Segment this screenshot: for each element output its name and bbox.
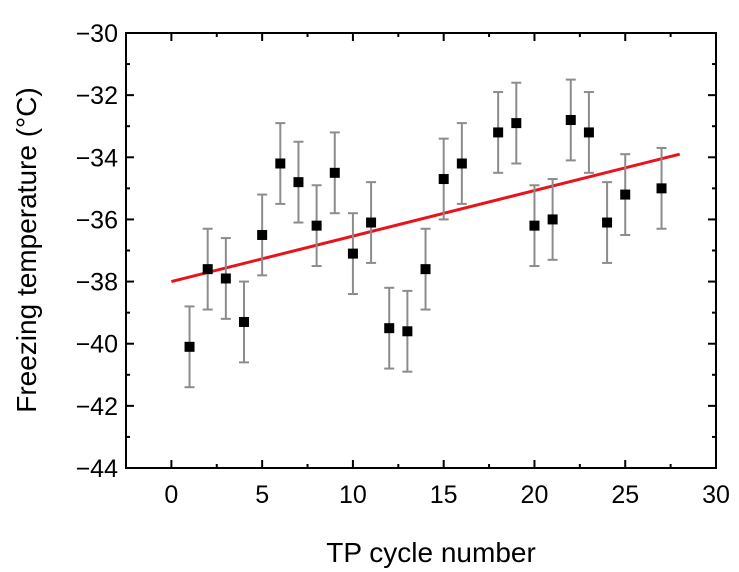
fit-line-layer [171, 152, 681, 284]
y-tick-label: −34 [76, 144, 119, 172]
data-point [529, 220, 540, 231]
data-point [329, 167, 340, 178]
data-point [565, 115, 576, 125]
data-point [311, 220, 322, 231]
data-points-layer [184, 78, 667, 389]
data-point [257, 229, 268, 240]
y-tick-label: −30 [76, 20, 118, 48]
y-tick-label: −36 [76, 206, 118, 234]
data-point [456, 158, 467, 169]
x-axis-title: TP cycle number [326, 537, 536, 568]
plot-frame [125, 32, 717, 469]
y-tick-label: −42 [76, 393, 118, 421]
y-tick-label: −44 [76, 455, 119, 483]
y-tick-label: −38 [76, 269, 118, 297]
data-point [347, 248, 358, 259]
plot-area [125, 32, 717, 469]
data-point [493, 127, 504, 138]
data-point [202, 264, 213, 275]
x-axis: 0 5 10 15 20 25 30 [164, 33, 730, 509]
data-point [402, 326, 413, 337]
data-point [620, 189, 631, 200]
x-tick-label: 0 [164, 481, 178, 509]
data-point [275, 158, 286, 169]
data-point [239, 316, 249, 327]
x-tick-label: 15 [430, 481, 458, 509]
data-point [583, 127, 594, 138]
data-point [438, 174, 449, 185]
y-tick-label: −40 [76, 331, 118, 359]
y-tick-label: −32 [76, 82, 118, 110]
x-tick-label: 10 [339, 481, 367, 509]
x-tick-label: 20 [521, 481, 549, 509]
data-point [602, 217, 613, 228]
data-point [384, 323, 395, 334]
y-axis-title: Freezing temperature (°C) [11, 87, 42, 413]
data-point [656, 183, 667, 194]
y-axis: −44 −42 −40 −38 −36 −34 −32 −30 [76, 20, 716, 483]
data-point [511, 118, 522, 129]
data-point [366, 217, 377, 228]
data-point [220, 273, 231, 284]
x-tick-label: 5 [255, 481, 269, 509]
x-tick-label: 25 [611, 481, 639, 509]
data-point [547, 214, 558, 225]
data-point [420, 264, 431, 275]
data-point [293, 177, 304, 188]
fit-line [171, 152, 681, 284]
x-tick-label: 30 [702, 481, 730, 509]
data-point [184, 341, 195, 352]
